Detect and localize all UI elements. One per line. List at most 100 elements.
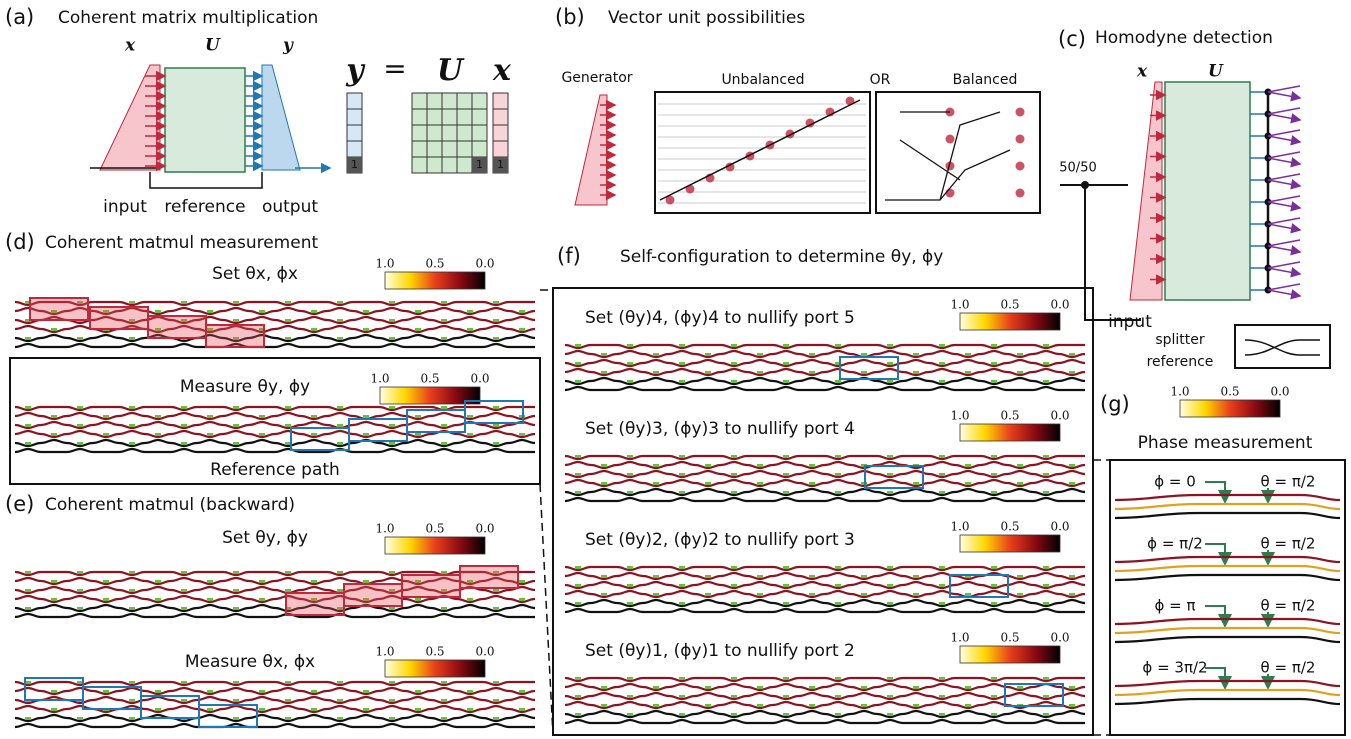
phase-shifter: [181, 319, 187, 322]
phase-shifter: [705, 575, 711, 578]
phase-shifter: [1043, 713, 1049, 716]
phase-shifter: [939, 602, 945, 605]
phase-shifter: [679, 380, 685, 383]
label: y: [345, 53, 366, 88]
phase-shifter: [25, 337, 31, 340]
splitter-node: [1081, 181, 1089, 189]
phase-shifter: [155, 415, 161, 418]
phase-shifter: [835, 491, 841, 494]
phase-shifter: [601, 575, 607, 578]
phase-shifter: [103, 580, 109, 583]
phase-shifter: [51, 310, 57, 313]
label: Coherent matmul (backward): [45, 495, 295, 515]
phase-shifter: [601, 464, 607, 467]
phase-shifter: [1069, 704, 1075, 707]
phase-shifter: [129, 589, 135, 592]
phase-shifter: [679, 362, 685, 365]
phase-shifter: [441, 717, 447, 720]
phase-shifter: [467, 310, 473, 313]
waveguide: [564, 571, 1086, 581]
waveguide: [564, 343, 1085, 350]
phase-shifter: [389, 406, 395, 409]
waveguide: [564, 691, 1086, 701]
phase-shifter: [311, 310, 317, 313]
phase-shifter: [467, 708, 473, 711]
label: Vector unit possibilities: [608, 8, 805, 28]
phase-shifter: [493, 406, 499, 409]
phase-shifter: [77, 442, 83, 445]
phase-shifter: [757, 482, 763, 485]
phase-shifter: [337, 424, 343, 427]
phase-shifter: [415, 310, 421, 313]
phase-shifter: [77, 424, 83, 427]
phase-shifter: [389, 607, 395, 610]
mzi: [1015, 134, 1025, 144]
phase-shifter: [363, 328, 369, 331]
phase-shifter: [259, 690, 265, 693]
phase-shifter: [285, 406, 291, 409]
colorbar: [959, 423, 1061, 442]
waveguide: [14, 438, 536, 448]
label: θ = π/2: [1261, 535, 1316, 553]
colorbar-label: 0.0: [470, 372, 489, 386]
label: ϕ = π: [1154, 597, 1195, 615]
phase-shifter: [601, 482, 607, 485]
waveguide: [564, 358, 1086, 368]
phase-shifter: [363, 310, 369, 313]
phase-shifter: [679, 677, 685, 680]
phase-shifter: [233, 424, 239, 427]
phase-shifter: [575, 455, 581, 458]
detector: [1267, 107, 1300, 120]
label: OR: [870, 72, 891, 88]
label: =: [383, 52, 406, 85]
label: Set θy, ϕy: [222, 528, 308, 548]
phase-shifter: [705, 704, 711, 707]
phase-shifter: [627, 584, 633, 587]
phase-shifter: [1043, 491, 1049, 494]
colorbar-label: 0.5: [1000, 409, 1019, 423]
phase-shifter: [939, 491, 945, 494]
phase-shifter: [575, 695, 581, 698]
phase-shifter: [705, 593, 711, 596]
phase-shifter: [363, 598, 369, 601]
phase-shifter: [25, 406, 31, 409]
waveguide: [1114, 626, 1341, 635]
waveguide: [1114, 573, 1341, 582]
phase-shifter: [155, 580, 161, 583]
phase-shifter: [887, 455, 893, 458]
mzi: [1015, 161, 1025, 171]
colorbar: [959, 645, 1061, 664]
colorbar-label: 0.5: [1220, 385, 1239, 399]
phase-shifter: [103, 433, 109, 436]
balanced-box: [875, 91, 1041, 214]
label: (c): [1058, 27, 1086, 51]
phase-shifter: [627, 713, 633, 716]
waveguide: [564, 454, 1085, 461]
waveguide: [564, 487, 1086, 497]
phase-shifter: [285, 607, 291, 610]
colorbar-label: 0.0: [475, 645, 494, 659]
phase-shifter: [415, 580, 421, 583]
phase-shifter: [519, 433, 525, 436]
waveguide: [564, 676, 1085, 683]
label: (b): [555, 5, 585, 29]
label: θ = π/2: [1261, 473, 1316, 491]
chain: [659, 99, 861, 201]
phase-shifter: [861, 593, 867, 596]
phase-shifter: [835, 473, 841, 476]
phase-shifter: [679, 695, 685, 698]
phase-shifter: [207, 708, 213, 711]
phase-shifter: [25, 442, 31, 445]
phase-shifter: [519, 310, 525, 313]
phase-shifter: [129, 571, 135, 574]
phase-shifter: [731, 566, 737, 569]
colorbar-label: 1.0: [375, 645, 394, 659]
phase-shifter: [363, 708, 369, 711]
waveguide: [564, 580, 1086, 590]
phase-shifter: [757, 464, 763, 467]
phase-shifter: [363, 690, 369, 693]
colorbar-label: 0.0: [1050, 409, 1069, 423]
phase-shifter: [337, 699, 343, 702]
phase-shifter: [731, 344, 737, 347]
phase-box: [1109, 459, 1346, 736]
